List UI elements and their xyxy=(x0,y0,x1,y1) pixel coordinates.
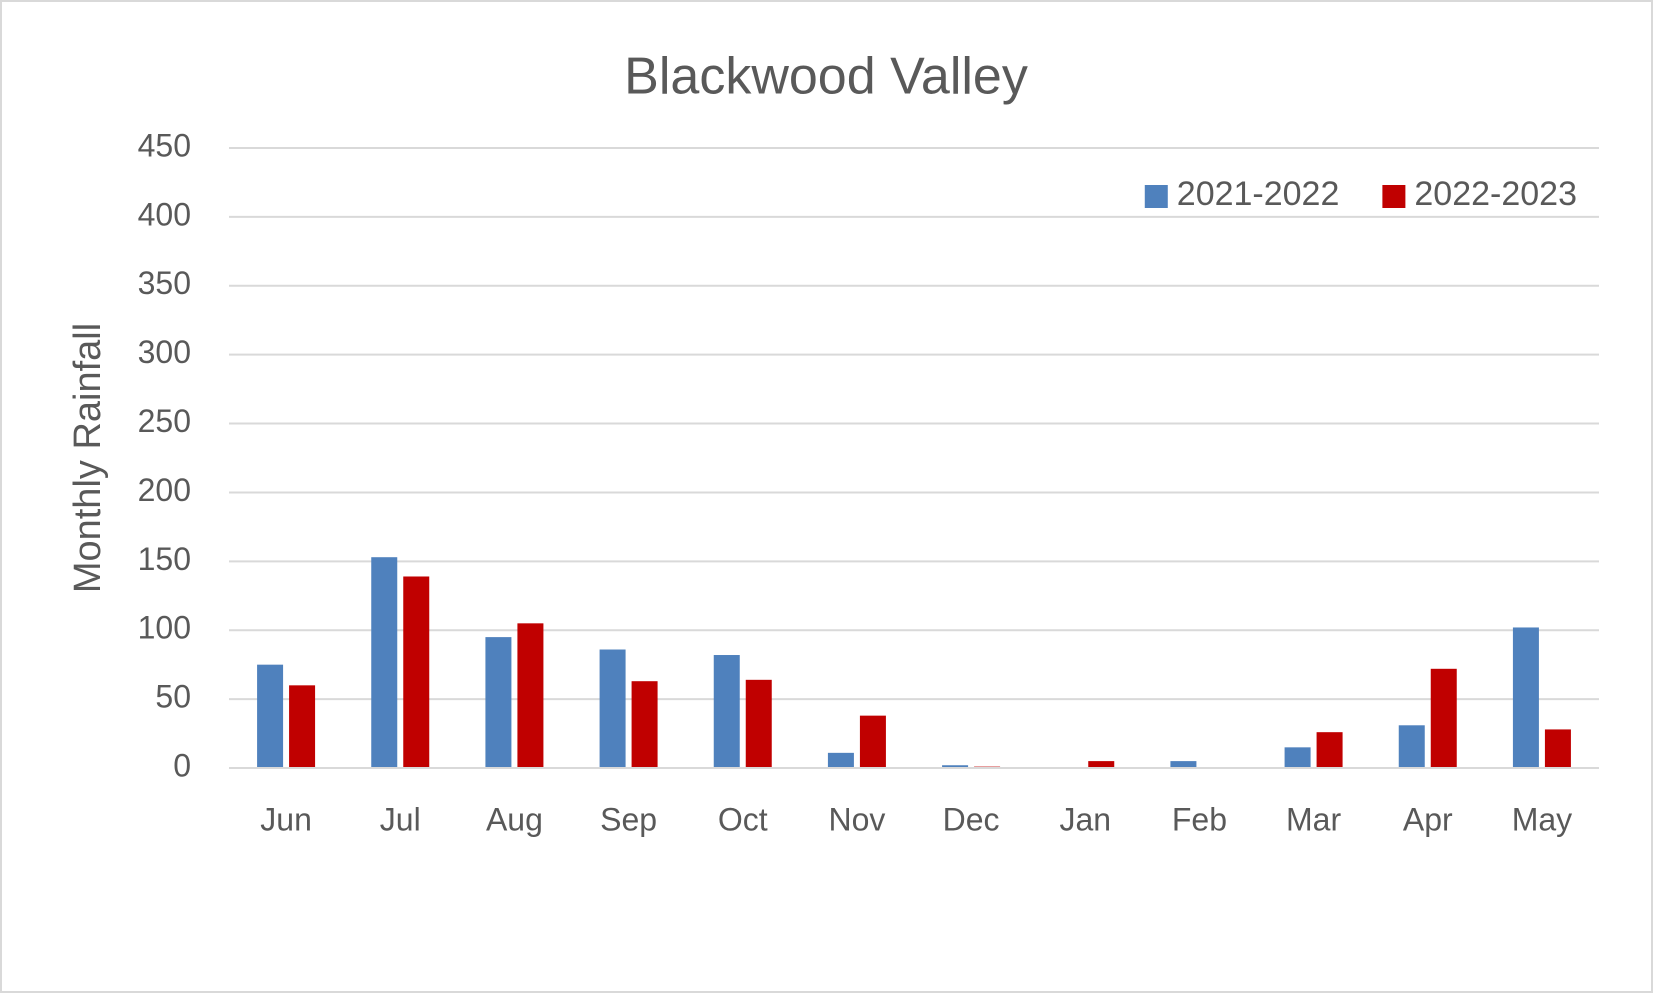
y-tick-label: 400 xyxy=(138,196,191,232)
x-tick-label: Jun xyxy=(260,801,312,837)
y-tick-label: 200 xyxy=(138,472,191,508)
bar xyxy=(1544,729,1571,768)
bar xyxy=(1316,732,1343,768)
chart-title: Blackwood Valley xyxy=(624,48,1028,106)
bar xyxy=(257,664,284,768)
x-tick-label: Jan xyxy=(1059,801,1111,837)
bar xyxy=(1284,747,1311,768)
bar xyxy=(942,765,969,768)
bar xyxy=(1512,627,1539,768)
x-tick-label: May xyxy=(1512,801,1572,837)
x-tick-label: Jul xyxy=(380,801,421,837)
bar xyxy=(827,752,854,768)
bar xyxy=(745,679,772,768)
bar xyxy=(1170,761,1197,768)
legend-swatch xyxy=(1144,185,1168,208)
legend-label: 2022-2023 xyxy=(1414,175,1577,213)
bar xyxy=(859,715,886,768)
x-tick-label: Sep xyxy=(600,801,657,837)
x-tick-label: Mar xyxy=(1286,801,1341,837)
bar xyxy=(631,681,658,768)
legend-swatch xyxy=(1382,185,1406,208)
legend-label: 2021-2022 xyxy=(1177,175,1340,213)
x-tick-label: Dec xyxy=(943,801,1000,837)
x-tick-label: Apr xyxy=(1403,801,1453,837)
bar xyxy=(403,576,430,768)
y-axis-label: Monthly Rainfall xyxy=(67,323,109,593)
bar xyxy=(485,637,512,768)
bar xyxy=(1430,668,1457,768)
y-tick-label: 100 xyxy=(138,610,191,646)
bar xyxy=(517,623,544,768)
y-tick-label: 300 xyxy=(138,334,191,370)
y-tick-label: 150 xyxy=(138,541,191,577)
bar xyxy=(1088,761,1115,768)
y-tick-label: 450 xyxy=(138,127,191,163)
bar xyxy=(599,649,626,768)
x-tick-label: Oct xyxy=(718,801,768,837)
bar xyxy=(1398,725,1425,768)
bar xyxy=(371,557,398,768)
x-tick-label: Nov xyxy=(828,801,885,837)
bar xyxy=(289,685,316,768)
y-tick-label: 250 xyxy=(138,403,191,439)
x-tick-label: Feb xyxy=(1172,801,1227,837)
x-tick-label: Aug xyxy=(486,801,543,837)
y-tick-label: 0 xyxy=(173,747,191,783)
bar xyxy=(713,655,740,768)
y-tick-label: 350 xyxy=(138,265,191,301)
y-tick-label: 50 xyxy=(155,679,191,715)
